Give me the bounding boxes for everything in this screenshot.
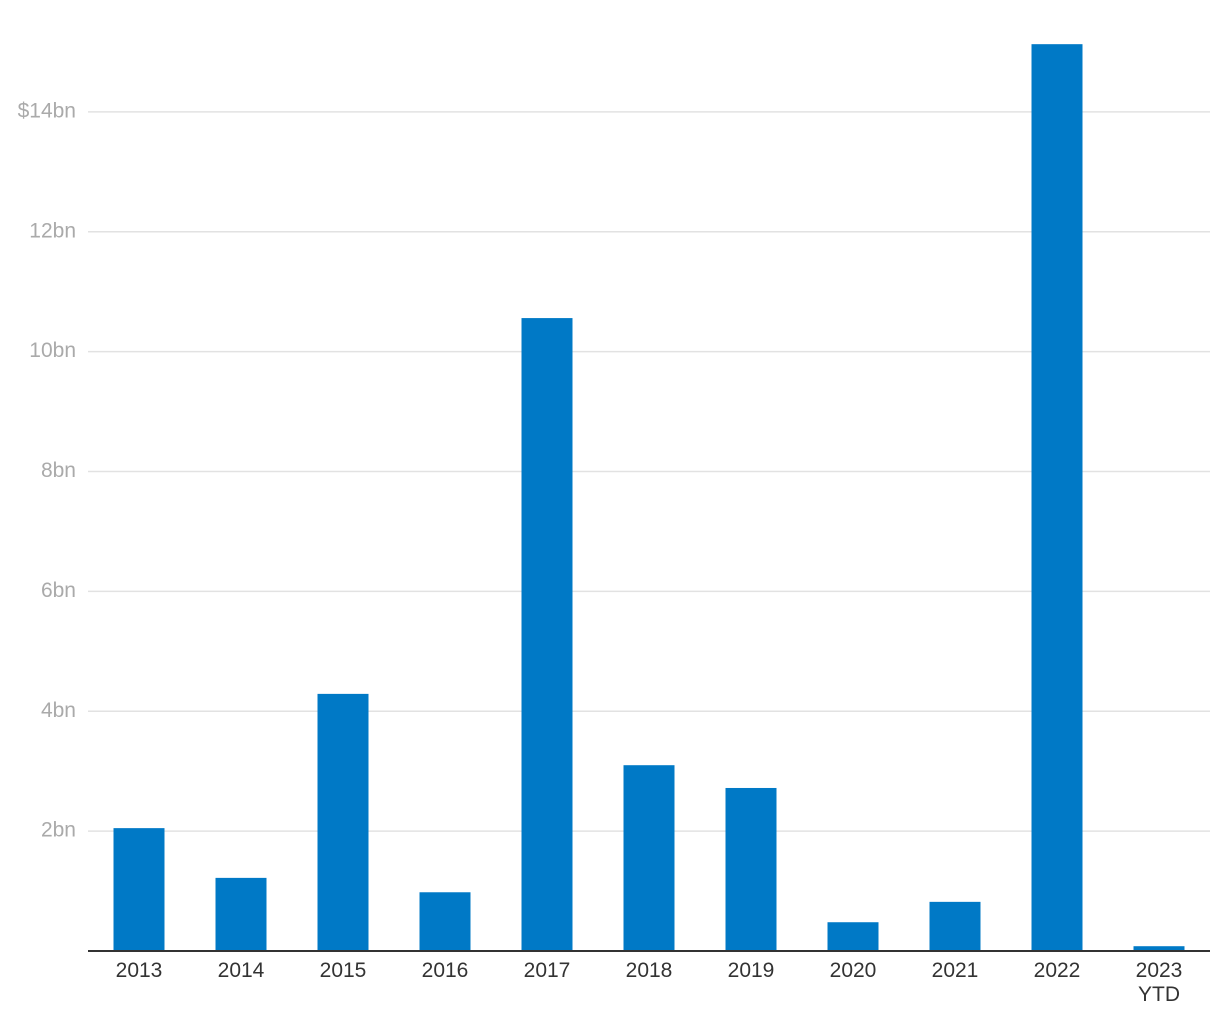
x-tick-label: 2019 [727,959,775,982]
bar [317,693,369,951]
x-tick-label: 2015 [319,959,367,982]
y-tick-label: 12bn [29,219,76,242]
bar [1133,946,1185,951]
x-tick-label: 2017 [523,959,571,982]
x-tick-label: 2021 [931,959,979,982]
y-tick-label: $14bn [18,99,76,122]
x-tick-label: 2016 [421,959,469,982]
x-tick-label: 2014 [217,959,265,982]
x-tick-label: 2020 [829,959,877,982]
bar [113,828,165,951]
x-tick-label: 2023 YTD [1135,959,1183,1006]
y-tick-label: 2bn [41,819,76,842]
x-tick-label: 2018 [625,959,673,982]
y-tick-label: 8bn [41,459,76,482]
x-tick-label: 2013 [115,959,163,982]
y-tick-label: 6bn [41,579,76,602]
bar [215,877,267,951]
bar [521,318,573,951]
y-tick-label: 10bn [29,339,76,362]
bar [725,787,777,951]
bar [419,892,471,951]
bar [623,765,675,951]
bar [827,922,879,951]
bar [929,901,981,951]
y-tick-label: 4bn [41,699,76,722]
x-tick-label: 2022 [1033,959,1081,982]
bar [1031,44,1083,951]
